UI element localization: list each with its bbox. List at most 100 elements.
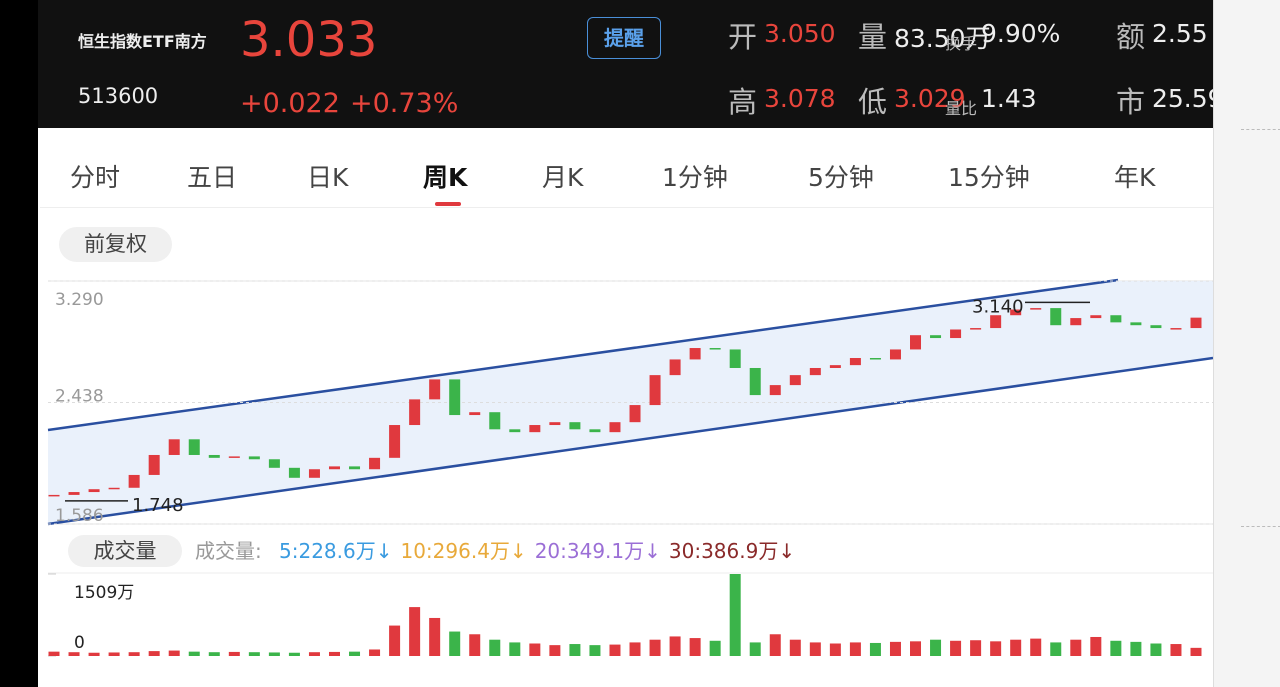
volume-bar	[569, 644, 581, 656]
tab[interactable]: 五日	[187, 163, 238, 192]
channel-line	[47, 356, 1213, 526]
candle	[88, 489, 100, 493]
volume-bar	[549, 645, 561, 656]
candle	[930, 335, 942, 339]
tab[interactable]: 月K	[542, 163, 584, 192]
candle	[168, 439, 180, 455]
candle	[689, 348, 701, 360]
tab[interactable]: 日K	[307, 163, 349, 192]
marker-label: 1.748	[132, 495, 184, 516]
volume-bar	[589, 645, 601, 656]
right-panel	[1213, 0, 1280, 687]
volume-bar	[889, 641, 901, 656]
volume-bar	[609, 644, 621, 656]
volume-bar	[288, 652, 300, 656]
stat-value: 9.90%	[981, 19, 1061, 48]
candle	[970, 328, 982, 330]
stat-value: 25.59	[1152, 84, 1213, 113]
stat-label: 高	[728, 85, 758, 119]
volume-bar	[248, 652, 260, 656]
volume-legend: 10:296.4万↓	[400, 539, 526, 563]
volume-bar	[789, 639, 801, 656]
candle	[48, 494, 60, 497]
stat-label: 量	[858, 20, 888, 54]
stat-value: 1.43	[981, 84, 1037, 113]
adjust-button[interactable]: 前复权	[59, 227, 172, 262]
volume-bar	[1130, 641, 1142, 656]
volume-bar	[389, 625, 401, 656]
tab-indicator	[435, 202, 461, 206]
volume-bar	[369, 649, 381, 656]
candle	[1030, 308, 1042, 310]
tab[interactable]: 分时	[70, 163, 121, 192]
volume-bar	[409, 607, 421, 656]
volume-bar	[1030, 638, 1042, 656]
stat-label: 开	[728, 20, 758, 54]
candle	[1190, 317, 1202, 329]
stat-value: 3.029	[894, 84, 966, 113]
volume-bar	[709, 640, 721, 656]
candle	[409, 399, 421, 426]
volume-bar	[489, 639, 501, 656]
volume-bar	[869, 642, 881, 656]
candle	[649, 375, 661, 406]
divider	[40, 207, 1213, 208]
candle	[729, 349, 741, 368]
stat-value: 83.50万	[894, 24, 991, 53]
volume-legend: 30:386.9万↓	[669, 539, 795, 563]
volume-bar	[829, 643, 841, 656]
candle	[889, 349, 901, 360]
stat-value: 3.078	[764, 84, 836, 113]
price: 3.033	[240, 12, 378, 68]
volume-bar	[349, 651, 361, 656]
volume-bar	[509, 642, 521, 656]
stat-label: 量比	[945, 99, 978, 118]
volume-bar	[268, 652, 280, 656]
candle	[749, 367, 761, 396]
volume-bar	[769, 634, 781, 656]
candle	[208, 454, 220, 458]
stat-label: 换手	[945, 34, 978, 53]
volume-bar	[1190, 647, 1202, 656]
candle	[569, 422, 581, 430]
candle	[789, 375, 801, 386]
volume-legend: 20:349.1万↓	[535, 539, 661, 563]
volume-bar	[1010, 639, 1022, 656]
volume-bar	[950, 640, 962, 656]
volume-tick-label: 1509万	[74, 583, 134, 603]
candle	[469, 412, 481, 416]
candle	[629, 405, 641, 423]
volume-bar	[208, 652, 220, 656]
volume-bar	[529, 643, 541, 656]
candle	[589, 429, 601, 433]
tab[interactable]: 5分钟	[808, 163, 874, 192]
tab[interactable]: 1分钟	[662, 163, 728, 192]
candle	[829, 365, 841, 368]
candle	[248, 456, 260, 460]
tab[interactable]: 周K	[423, 163, 468, 192]
tab[interactable]: 15分钟	[948, 163, 1030, 192]
candle	[308, 469, 320, 478]
volume-bar	[990, 641, 1002, 656]
candle	[128, 474, 140, 488]
candle	[1170, 328, 1182, 330]
candle	[68, 492, 80, 495]
candle	[769, 385, 781, 396]
candle	[268, 459, 280, 468]
volume-bar	[649, 639, 661, 656]
volume-bar	[68, 652, 80, 656]
candle	[1150, 325, 1162, 329]
volume-bar	[910, 641, 922, 656]
candle	[809, 367, 821, 376]
candle	[869, 358, 881, 360]
volume-bar	[970, 640, 982, 656]
marker-label: 3.140	[972, 296, 1024, 317]
volume-bar	[128, 652, 140, 656]
volume-bar	[1110, 640, 1122, 656]
tab[interactable]: 年K	[1114, 163, 1156, 192]
candle	[1110, 315, 1122, 323]
candle	[910, 335, 922, 350]
alert-button[interactable]: 提醒	[587, 17, 661, 59]
volume-legend-title: 成交量:	[195, 539, 262, 563]
volume-bar	[308, 652, 320, 656]
